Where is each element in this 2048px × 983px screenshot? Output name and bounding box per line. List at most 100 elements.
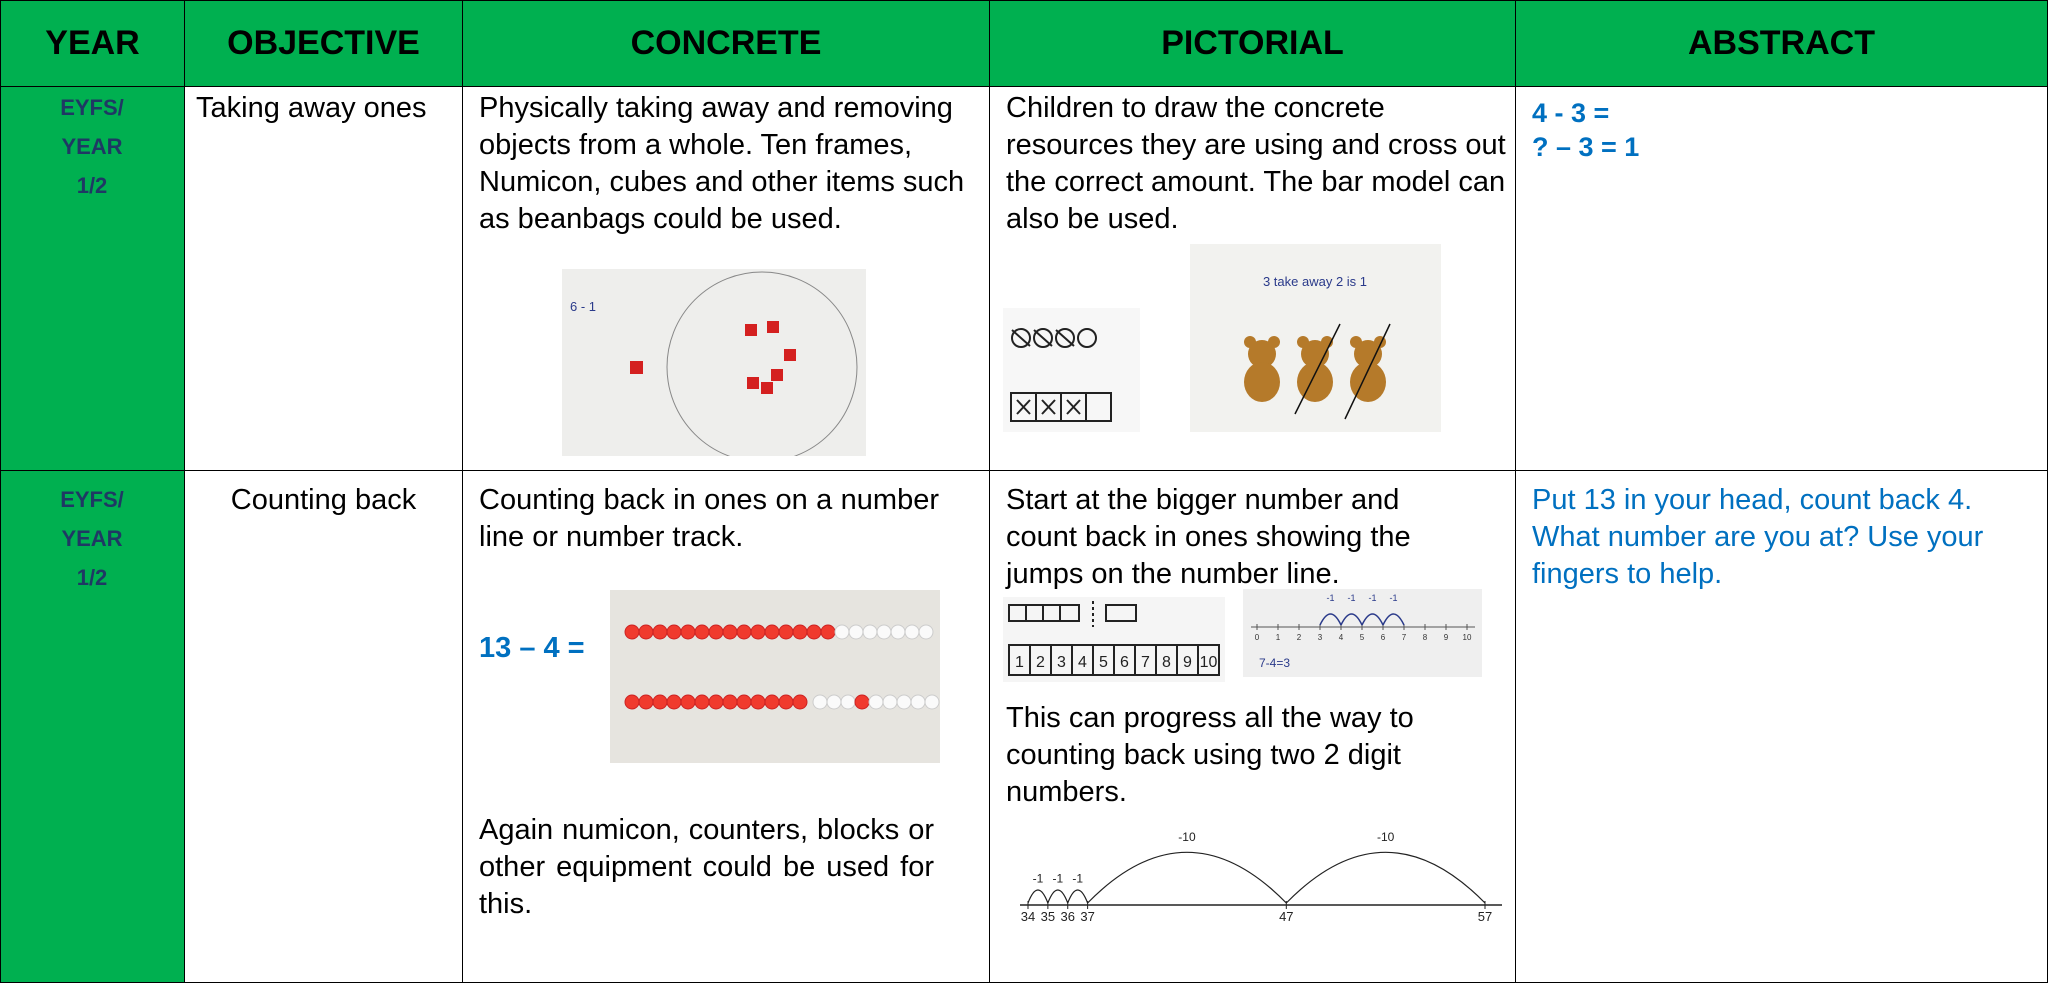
- tick-label: 35: [1041, 909, 1055, 924]
- pictorial-text: Start at the bigger number and count bac…: [1006, 484, 1411, 590]
- bead: [924, 694, 940, 710]
- jump-arc: [1340, 613, 1363, 626]
- drawing-number-line: 34 35 36 37 47 57 -1 -1 -1 -10 -10: [1020, 830, 1502, 924]
- bead: [904, 624, 920, 640]
- year: EYFS/ YEAR 1/2: [0, 88, 184, 205]
- pictorial-text: This can progress all the way to countin…: [1006, 702, 1414, 808]
- header-cell: OBJECTIVE: [184, 0, 463, 87]
- jump-label: -1: [1072, 872, 1083, 886]
- track-number: 10: [1200, 654, 1218, 671]
- jump-label: -1: [1389, 593, 1397, 603]
- track-box: [1197, 644, 1220, 676]
- header-cell: PICTORIAL: [989, 0, 1516, 87]
- track-number: 5: [1099, 654, 1108, 671]
- bead: [624, 694, 640, 710]
- tick-label: 2: [1297, 633, 1302, 642]
- header-text: YEAR: [45, 24, 140, 62]
- cell: [184, 86, 463, 471]
- tick-label: 37: [1080, 909, 1094, 924]
- track-number: 9: [1183, 654, 1192, 671]
- year-cell: [0, 86, 185, 471]
- track-number: 8: [1162, 654, 1171, 671]
- jump-arc: [1319, 613, 1342, 626]
- abstract-line: ? – 3 = 1: [1532, 132, 1640, 162]
- tick-label: 9: [1444, 633, 1449, 642]
- abstract: Put 13 in your head, count back 4. What …: [1532, 484, 1984, 590]
- jump-arc: [1027, 889, 1049, 904]
- bead: [868, 694, 884, 710]
- bead: [882, 694, 898, 710]
- jump-label: -1: [1052, 872, 1063, 886]
- bead: [708, 694, 724, 710]
- year-line: 1/2: [76, 565, 108, 590]
- year-cell: [0, 470, 185, 983]
- bead: [792, 624, 808, 640]
- header-cell: CONCRETE: [462, 0, 990, 87]
- track-number: 7: [1141, 654, 1150, 671]
- bead: [736, 624, 752, 640]
- bead: [848, 624, 864, 640]
- photo-cubes: 6 - 1: [562, 269, 866, 456]
- header-cell: ABSTRACT: [1515, 0, 2048, 87]
- bead: [638, 624, 654, 640]
- track-number: 6: [1120, 654, 1129, 671]
- tick-label: 6: [1381, 633, 1386, 642]
- jump-arc: [1285, 851, 1486, 904]
- track-number: 1: [1015, 654, 1024, 671]
- jump-arc: [1361, 613, 1384, 626]
- bead: [750, 624, 766, 640]
- drawing-crossed: [1003, 308, 1140, 432]
- jump-label: -10: [1178, 830, 1196, 844]
- bead: [792, 694, 808, 710]
- bead: [812, 694, 828, 710]
- header-text: ABSTRACT: [1688, 24, 1875, 62]
- tick-label: 57: [1478, 909, 1492, 924]
- year-line: EYFS/: [60, 487, 124, 512]
- jump-label: -1: [1368, 593, 1376, 603]
- drawing-number-line: 0 1 2 3 4 5 6 7 8 9 10 -1 -1 -1 -1 7-4=3: [1243, 589, 1482, 677]
- sum: 7-4=3: [1259, 656, 1290, 670]
- bead: [820, 624, 836, 640]
- bead: [826, 694, 842, 710]
- bead: [652, 694, 668, 710]
- bead: [666, 624, 682, 640]
- track-number: 2: [1036, 654, 1045, 671]
- objective: Counting back: [230, 484, 417, 516]
- tick-label: 34: [1021, 909, 1035, 924]
- jump-label: -1: [1326, 593, 1334, 603]
- bead: [896, 694, 912, 710]
- concrete-text: Physically taking away and removing obje…: [479, 92, 965, 235]
- year-line: YEAR: [61, 134, 123, 159]
- bead: [708, 624, 724, 640]
- bead: [694, 694, 710, 710]
- bead: [680, 694, 696, 710]
- jump-label: -1: [1033, 872, 1044, 886]
- concrete-text: Counting back in ones on a number line o…: [479, 484, 939, 553]
- bead: [806, 624, 822, 640]
- year-line: 1/2: [76, 173, 108, 198]
- concrete-text: Again numicon, counters, blocks or other…: [479, 814, 934, 920]
- objective: Taking away ones: [196, 92, 427, 124]
- header-text: CONCRETE: [630, 24, 822, 62]
- jump-label: -1: [1347, 593, 1355, 603]
- year-line: YEAR: [61, 526, 123, 551]
- tick-label: 3: [1318, 633, 1323, 642]
- tick-label: 36: [1061, 909, 1075, 924]
- tick-label: 4: [1339, 633, 1344, 642]
- image-text: 6 - 1: [570, 299, 596, 314]
- bead: [624, 624, 640, 640]
- tick-label: 1: [1276, 633, 1281, 642]
- tick-label: 0: [1255, 633, 1260, 642]
- bead: [778, 694, 794, 710]
- bead: [722, 694, 738, 710]
- bead: [736, 694, 752, 710]
- header-cell: YEAR: [0, 0, 185, 87]
- jump-arc: [1047, 889, 1069, 904]
- pictorial-text: Children to draw the concrete resources …: [1006, 92, 1506, 235]
- bead: [638, 694, 654, 710]
- track-number: 3: [1057, 654, 1066, 671]
- header-text: PICTORIAL: [1161, 24, 1344, 62]
- bead: [778, 624, 794, 640]
- jump-arc: [1067, 889, 1089, 904]
